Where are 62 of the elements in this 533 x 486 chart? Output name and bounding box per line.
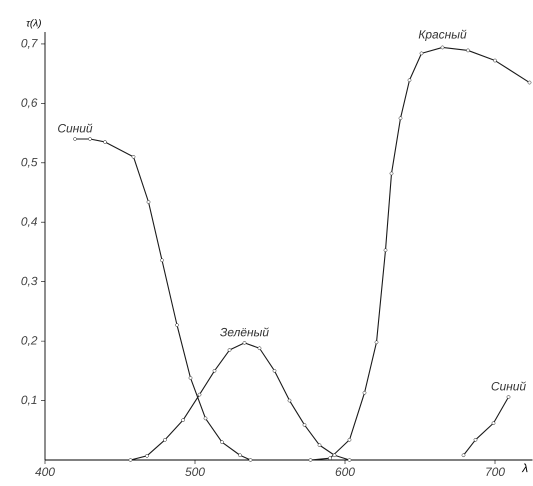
point	[160, 258, 164, 262]
point	[258, 346, 262, 350]
x-tick-label: 400	[35, 468, 55, 476]
y-tick-label: 0,6	[21, 98, 38, 108]
y-tick-label: 0,2	[21, 336, 38, 346]
point	[128, 458, 132, 462]
y-tick-label: 0,4	[21, 217, 38, 228]
point	[146, 200, 150, 204]
point	[384, 248, 388, 252]
point	[374, 340, 378, 344]
point	[181, 418, 185, 422]
x-tick-label: 500	[185, 468, 205, 476]
point	[145, 454, 149, 458]
point	[242, 341, 246, 345]
point	[348, 438, 352, 442]
point	[175, 323, 179, 327]
point	[528, 80, 532, 84]
series-label: Красный	[418, 30, 466, 41]
series-label: Синий	[58, 124, 92, 132]
point	[398, 116, 402, 120]
series-label: Синий	[492, 382, 526, 390]
point	[302, 423, 306, 427]
point	[440, 46, 444, 50]
point	[198, 392, 202, 396]
point	[308, 458, 312, 462]
point	[348, 458, 352, 462]
y-tick-label: 0,3	[21, 276, 38, 287]
point	[462, 453, 466, 458]
point	[318, 443, 322, 447]
point	[390, 172, 394, 176]
point	[506, 395, 510, 399]
point	[420, 52, 424, 56]
point	[328, 456, 332, 460]
y-tick-label: 0,5	[21, 158, 38, 168]
point	[220, 440, 224, 444]
point	[188, 376, 192, 380]
point	[88, 137, 92, 141]
point	[492, 421, 496, 425]
point	[228, 348, 232, 352]
point	[248, 458, 252, 462]
point	[288, 398, 292, 402]
point	[362, 390, 366, 395]
y-tick-label: 0,1	[21, 396, 36, 406]
point	[132, 154, 136, 159]
point	[103, 140, 107, 144]
point	[73, 137, 77, 141]
point	[163, 438, 167, 442]
x-axis-title: λ	[522, 464, 528, 472]
point	[212, 368, 216, 373]
point	[474, 438, 478, 442]
x-tick-label: 600	[336, 468, 355, 476]
point	[408, 78, 412, 82]
y-axis-title: τ(λ)	[26, 19, 41, 28]
series-label: Зелёный	[220, 327, 269, 336]
x-tick-label: 700	[486, 468, 505, 476]
point	[238, 453, 242, 458]
y-tick-label: 0,7	[21, 38, 38, 49]
point	[466, 48, 470, 52]
point	[493, 58, 497, 62]
point	[204, 416, 208, 420]
point	[332, 453, 336, 458]
point	[272, 368, 276, 373]
